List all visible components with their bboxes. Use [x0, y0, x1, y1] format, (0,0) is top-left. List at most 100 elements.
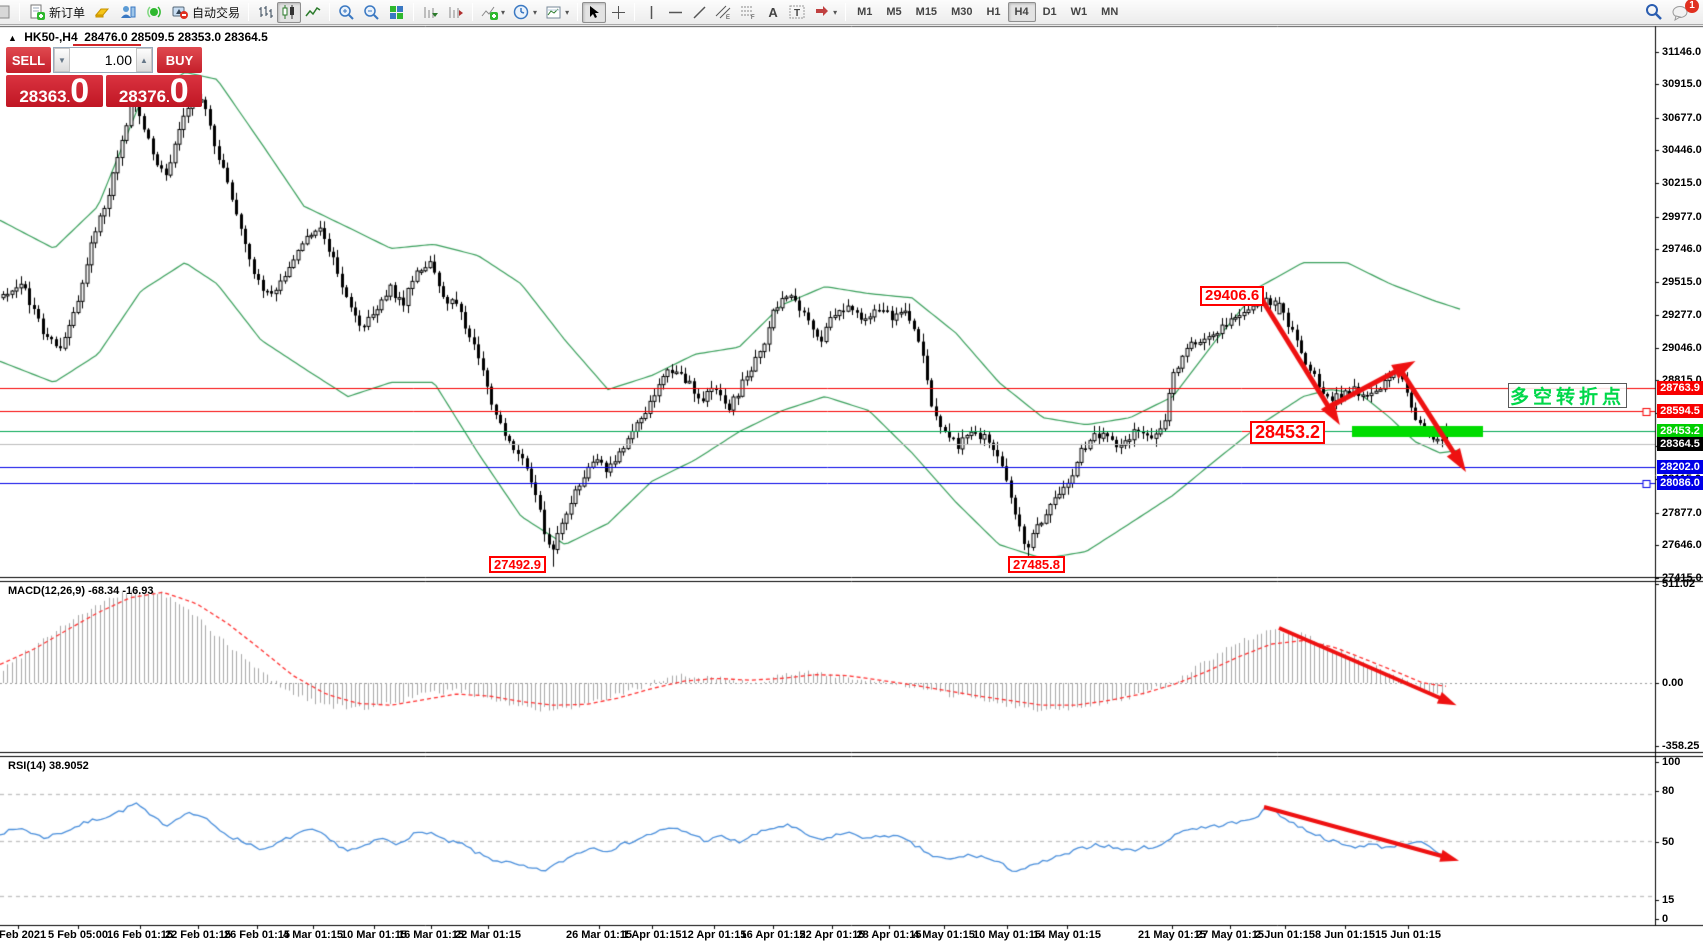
autotrading-button[interactable]: 自动交易	[167, 2, 244, 23]
chart-shift-button[interactable]	[443, 2, 468, 23]
market-depth-icon	[121, 6, 136, 18]
channel-tool[interactable]: E	[711, 2, 736, 23]
price-annotation-tag[interactable]: 29406.6	[1200, 286, 1265, 306]
time-tick-label: 8 Jun 01:15	[1315, 929, 1375, 941]
timeframe-button-w1[interactable]: W1	[1070, 6, 1088, 18]
indicator-scale-label: 0	[1662, 913, 1669, 925]
volume-decrease-button[interactable]: ▼	[54, 48, 70, 72]
timeframe-button-h4[interactable]: H4	[1007, 2, 1036, 22]
time-tick-label: 16 Apr 01:15	[740, 929, 806, 941]
symbol-header[interactable]: ▲ HK50-,H4 28476.0 28509.5 28353.0 28364…	[8, 30, 268, 44]
ask-separator: .	[166, 90, 170, 105]
bid-price-display[interactable]: 28363 . 0	[6, 75, 103, 107]
signals-button[interactable]	[141, 2, 167, 23]
price-tick-label: 29515.0	[1662, 275, 1702, 288]
templates-button[interactable]: ▾	[541, 2, 573, 23]
price-tick-label: 27415.0	[1662, 571, 1702, 584]
volume-increase-button[interactable]: ▲	[136, 48, 152, 72]
text-tool[interactable]: A	[761, 2, 785, 23]
dropdown-caret-icon: ▾	[501, 7, 506, 17]
horizontal-line-tool[interactable]	[663, 2, 687, 23]
tile-windows-button[interactable]	[384, 2, 409, 23]
timeframe-button-m15[interactable]: M15	[915, 6, 938, 18]
timeframe-button-h1[interactable]: H1	[986, 6, 1001, 18]
timeframe-button-d1[interactable]: D1	[1042, 6, 1057, 18]
zoom-out-button[interactable]	[359, 2, 384, 23]
price-annotation-tag[interactable]: 27492.9	[489, 556, 546, 573]
indicator-scale-label: -358.25	[1662, 740, 1700, 752]
time-tick-label: 12 Apr 01:15	[681, 929, 747, 941]
zoom-in-button[interactable]	[334, 2, 359, 23]
chart-shift-icon	[449, 6, 464, 18]
price-tick-label: 27646.0	[1662, 539, 1702, 552]
price-annotation-tag[interactable]: 27485.8	[1008, 556, 1065, 573]
timeframe-button-m1[interactable]: M1	[857, 6, 873, 18]
price-tick-label: 31146.0	[1662, 45, 1702, 58]
cropped-tool-icon[interactable]	[0, 2, 15, 23]
notification-badge: 1	[1685, 0, 1699, 13]
timeframes-menu-button[interactable]: ▾	[509, 2, 541, 23]
time-tick-label: 4 Mar 01:15	[283, 929, 343, 941]
time-tick-label: 22 Mar 01:15	[454, 929, 522, 941]
price-annotation-tag[interactable]: 28453.2	[1250, 421, 1326, 444]
fibonacci-tool[interactable]: F	[736, 2, 761, 23]
crosshair-icon	[611, 5, 625, 19]
timeframe-button-m5[interactable]: M5	[886, 6, 902, 18]
clock-icon	[513, 4, 529, 19]
time-tick-label: 21 May 01:15	[1138, 929, 1206, 941]
volume-input[interactable]	[70, 48, 136, 72]
toolbar-separator	[19, 3, 20, 21]
price-line-label[interactable]: 28086.0	[1657, 476, 1703, 491]
time-tick-label: 5 Feb 05:00	[48, 929, 108, 941]
text-tool-icon: A	[768, 4, 778, 20]
ask-price-display[interactable]: 28376 . 0	[105, 75, 202, 107]
tile-windows-icon	[390, 5, 404, 19]
bar-chart-icon	[259, 6, 274, 18]
price-line-label[interactable]: 28202.0	[1657, 459, 1703, 474]
auto-scroll-button[interactable]	[418, 2, 443, 23]
price-line-label[interactable]: 28594.5	[1657, 404, 1703, 419]
trendline-tool[interactable]	[687, 2, 711, 23]
collapse-arrow-icon[interactable]: ▲	[8, 33, 17, 43]
candlestick-mode-button[interactable]	[277, 1, 302, 23]
symbol-title: HK50-,H4	[24, 30, 78, 44]
crosshair-tool-button[interactable]	[606, 2, 630, 23]
cursor-tool-button[interactable]	[582, 1, 607, 23]
vertical-line-tool[interactable]	[639, 2, 663, 23]
price-tick-label: 30215.0	[1662, 177, 1702, 189]
time-tick-label: 16 Mar 01:15	[397, 929, 465, 941]
auto-scroll-icon	[424, 6, 439, 18]
time-tick-label: 4 May 01:15	[913, 929, 975, 941]
indicator-scale-label: 80	[1662, 785, 1675, 797]
toolbar-separator	[329, 3, 331, 21]
new-order-button[interactable]: 新订单	[24, 2, 89, 23]
indicator-scale-label: 15	[1662, 894, 1675, 906]
bar-chart-mode-button[interactable]	[253, 2, 277, 23]
buy-button[interactable]: BUY	[157, 47, 202, 73]
price-line-label[interactable]: 28364.5	[1657, 436, 1703, 451]
market-depth-button[interactable]	[115, 2, 141, 23]
sell-button[interactable]: SELL	[6, 47, 51, 73]
bid-fraction: 0	[70, 75, 90, 107]
shapes-arrow-icon	[816, 5, 829, 16]
price-line-label[interactable]: 28453.2	[1657, 424, 1703, 439]
time-tick-label: 14 May 01:15	[1033, 929, 1101, 941]
timeframe-button-m30[interactable]: M30	[951, 6, 973, 18]
indicator-scale-label: 511.02	[1662, 578, 1696, 590]
price-tick-label: 29046.0	[1662, 341, 1702, 354]
text-label-tool[interactable]: T	[785, 2, 810, 23]
dropdown-caret-icon: ▾	[565, 7, 570, 17]
indicators-button[interactable]: ▾	[477, 2, 509, 23]
shapes-tool[interactable]: ▾	[810, 2, 841, 23]
turning-point-note[interactable]: 多空转折点	[1508, 383, 1627, 408]
timeframe-button-mn[interactable]: MN	[1101, 6, 1119, 18]
gold-button[interactable]	[89, 2, 115, 23]
toolbar-separator	[845, 3, 847, 21]
zoom-in-icon	[339, 4, 354, 20]
price-line-label[interactable]: 28763.9	[1657, 380, 1703, 395]
notifications-button[interactable]: 1	[1667, 0, 1699, 23]
cursor-icon	[589, 5, 599, 18]
search-button[interactable]	[1641, 2, 1667, 23]
line-chart-mode-button[interactable]	[301, 2, 325, 23]
